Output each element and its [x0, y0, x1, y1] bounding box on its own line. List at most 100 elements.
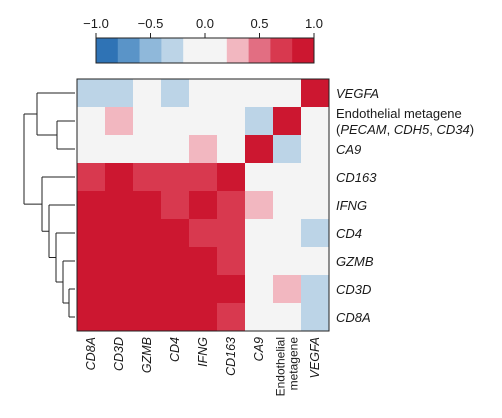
heatmap-cell: [105, 303, 134, 332]
heatmap-cell: [245, 107, 274, 136]
heatmap-cell: [217, 191, 246, 220]
colorbar-tick-label: 0.0: [196, 16, 214, 31]
heatmap-cell: [301, 163, 330, 192]
column-label: CD3D: [112, 337, 126, 371]
colorbar-segment: [117, 38, 140, 63]
row-label: CA9: [336, 142, 361, 157]
colorbar-segment: [292, 38, 315, 63]
colorbar-segment: [161, 38, 184, 63]
column-label: CD163: [224, 337, 238, 376]
heatmap-cell: [273, 219, 302, 248]
heatmap-cell: [217, 275, 246, 304]
heatmap-cell: [105, 163, 134, 192]
heatmap-cell: [105, 275, 134, 304]
row-label-segment: CD8A: [336, 310, 371, 325]
heatmap-cell: [161, 191, 190, 220]
colorbar-segment: [270, 38, 293, 63]
heatmap-cell: [245, 219, 274, 248]
row-label: Endothelial metagene: [336, 106, 462, 121]
row-label-segment: CD3D: [336, 282, 371, 297]
row-label: VEGFA: [336, 86, 379, 101]
column-label: IFNG: [196, 337, 210, 367]
column-labels: CD8A CD3D GZMB CD4 IFNG CD163 CA9 Endothelial me…: [84, 337, 322, 397]
row-label: (PECAM, CDH5, CD34): [336, 122, 474, 137]
heatmap-cell: [273, 275, 302, 304]
heatmap-cell: [161, 275, 190, 304]
colorbar-tick-label: −1.0: [83, 16, 109, 31]
heatmap-cell: [217, 79, 246, 108]
row-label: CD8A: [336, 310, 371, 325]
heatmap-cell: [245, 163, 274, 192]
heatmap-cell: [105, 107, 134, 136]
heatmap-cell: [301, 247, 330, 276]
heatmap-cell: [133, 247, 162, 276]
heatmap-cell: [245, 303, 274, 332]
heatmap-cell: [105, 247, 134, 276]
heatmap-cell: [77, 79, 106, 108]
row-label-segment: GZMB: [336, 254, 374, 269]
row-label-segment: IFNG: [336, 198, 367, 213]
heatmap-cell: [77, 163, 106, 192]
column-label: GZMB: [140, 337, 154, 373]
colorbar-tick-label: 0.5: [250, 16, 268, 31]
heatmap-cell: [189, 219, 218, 248]
heatmap-cell: [77, 191, 106, 220]
heatmap-cell: [217, 303, 246, 332]
heatmap-cell: [161, 79, 190, 108]
heatmap-cell: [301, 303, 330, 332]
row-label-segment: Endothelial metagene: [336, 106, 462, 121]
heatmap-cell: [273, 163, 302, 192]
heatmap-cell: [105, 191, 134, 220]
heatmap-cell: [105, 79, 134, 108]
heatmap-cell: [105, 135, 134, 164]
heatmap-cell: [189, 191, 218, 220]
column-label: Endothelial: [274, 337, 288, 396]
heatmap-cell: [189, 79, 218, 108]
heatmap-cell: [77, 275, 106, 304]
colorbar-segment: [226, 38, 249, 63]
colorbar-segment: [96, 38, 119, 63]
heatmap-cell: [245, 247, 274, 276]
heatmap-cell: [189, 107, 218, 136]
heatmap-cell: [189, 135, 218, 164]
colorbar-segment: [205, 38, 228, 63]
heatmap-cell: [189, 275, 218, 304]
heatmap-cell: [217, 247, 246, 276]
heatmap-cell: [301, 219, 330, 248]
heatmap-cell: [133, 135, 162, 164]
colorbar-segment: [139, 38, 162, 63]
heatmap-cell: [161, 303, 190, 332]
row-label-segment: CA9: [336, 142, 361, 157]
heatmap-cell: [133, 191, 162, 220]
heatmap-cell: [245, 135, 274, 164]
heatmap-cell: [217, 219, 246, 248]
heatmap-cells: [77, 79, 330, 332]
row-label-segment: CD163: [336, 170, 377, 185]
colorbar-segment: [248, 38, 271, 63]
heatmap-cell: [301, 135, 330, 164]
colorbar-segment: [183, 38, 206, 63]
heatmap-cell: [133, 275, 162, 304]
heatmap-cell: [77, 135, 106, 164]
heatmap-cell: [273, 303, 302, 332]
heatmap-cell: [133, 107, 162, 136]
heatmap-cell: [161, 247, 190, 276]
row-dendrogram: [23, 92, 75, 318]
column-label: CD4: [168, 337, 182, 362]
row-label: CD3D: [336, 282, 371, 297]
heatmap-cell: [301, 275, 330, 304]
column-label: VEGFA: [308, 337, 322, 378]
heatmap-cell: [273, 191, 302, 220]
heatmap-cell: [273, 107, 302, 136]
colorbar: −1.0 −0.5 0.0 0.5 1.0: [83, 16, 323, 64]
heatmap-cell: [77, 303, 106, 332]
heatmap-cell: [133, 303, 162, 332]
heatmap-cell: [273, 247, 302, 276]
heatmap-cell: [77, 247, 106, 276]
row-label-segment: CD4: [336, 226, 362, 241]
column-label: metagene: [287, 337, 301, 391]
row-label: CD163: [336, 170, 377, 185]
row-label-segment: ): [470, 122, 474, 137]
heatmap-cell: [217, 107, 246, 136]
heatmap-cell: [189, 163, 218, 192]
